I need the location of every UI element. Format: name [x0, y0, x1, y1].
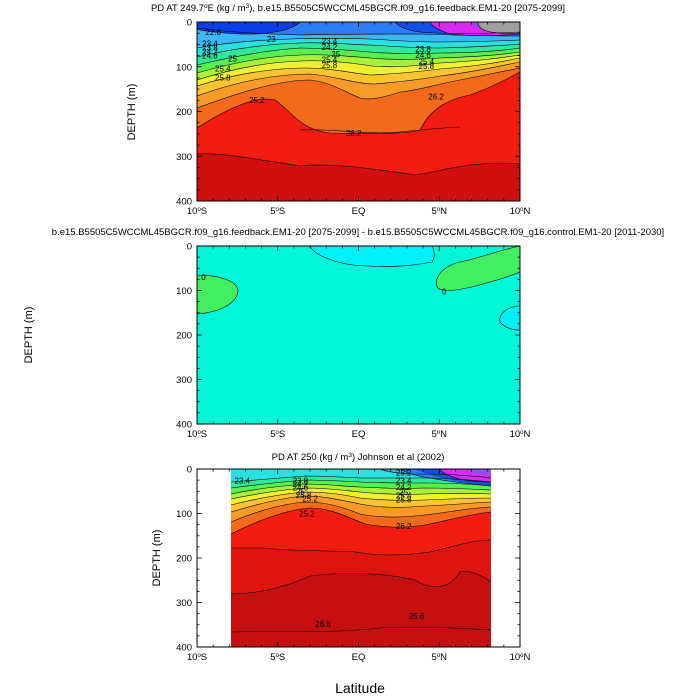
y-tick-label: 100 [176, 286, 192, 297]
contour-label: 24.2 [322, 43, 338, 52]
x-tick-label: 5oN [431, 652, 447, 663]
contour-label: 23.4 [396, 477, 412, 486]
y-tick-label: 0 [187, 18, 192, 29]
contour-label: 23 [267, 35, 276, 44]
y-tick-label: 100 [176, 509, 192, 520]
contour-label: 25 [331, 50, 340, 59]
panel-1-contour-lines [197, 22, 520, 176]
contour-label: 24.2 [202, 48, 218, 57]
contour-label: 25.6 [409, 612, 425, 621]
panel-1-ticks: 10oS 5oS EQ 5oN 10oN 0 100 200 300 400 [176, 18, 530, 218]
contour-label: 25.4 [322, 56, 338, 65]
panel-1: PD AT 249.7oE (kg / m3), b.e15.B5505C5WC… [126, 3, 565, 217]
y-tick-label: 200 [176, 331, 192, 342]
contour-label: 23.4 [202, 39, 218, 48]
panel-3-contour-lines [230, 469, 492, 633]
panel-3-ticks: 10oS 5oS EQ 5oN 10oN 0 100 200 300 400 [176, 465, 530, 664]
x-tick-label: EQ [352, 652, 366, 663]
x-tick-label: 5oN [431, 206, 447, 217]
x-tick-label: 10oN [510, 206, 531, 217]
contour-label: 24.6 [415, 51, 431, 60]
diff-positive-left [197, 275, 238, 314]
panel-3-contour-fill: 23.4 23.824.224.62525.825.225.223.424.225… [197, 469, 520, 647]
x-tick-label: 10oN [510, 652, 531, 663]
obs-data-region [230, 469, 492, 647]
x-tick-label: 10oS [187, 429, 207, 440]
contour-label: 25.8 [215, 73, 231, 82]
contour-label: 25.8 [419, 62, 435, 71]
y-tick-label: 100 [176, 62, 192, 73]
contour-label: 25 [296, 487, 305, 496]
contour-label: 25.4 [396, 492, 412, 501]
x-axis-label: Latitude [335, 680, 385, 696]
contour-label: 26.2 [428, 92, 444, 101]
contour-label: 23.8 [202, 44, 218, 53]
contour-label: 0 [201, 273, 206, 282]
contour-label: 26.8 [315, 620, 331, 629]
panel-2-contour-fill: 00 [197, 246, 520, 424]
contour-label: 25.2 [396, 469, 412, 478]
x-tick-label: 10oS [187, 652, 207, 663]
y-tick-label: 300 [176, 152, 192, 163]
panel-3: PD AT 250 (kg / m3) Johnson et al (2002) [151, 452, 531, 663]
x-tick-label: 5oS [270, 429, 285, 440]
panel-2: b.e15.B5505C5WCCML45BGCR.f09_g16.feedbac… [23, 227, 664, 440]
y-tick-label: 0 [187, 465, 192, 476]
y-tick-label: 0 [187, 242, 192, 253]
contour-label: 22.6 [205, 28, 221, 37]
diff-negative-top [310, 246, 435, 267]
panel-3-title: PD AT 250 (kg / m3) Johnson et al (2002) [272, 452, 445, 463]
panel-3-contour-labels: 23.4 23.824.224.62525.825.225.223.424.225… [234, 469, 425, 629]
x-tick-label: 10oS [187, 206, 207, 217]
band-gray [478, 22, 520, 34]
contour-label: 24.6 [293, 484, 309, 493]
contour-label: 26.2 [396, 522, 412, 531]
contour-label: 26.2 [346, 129, 362, 138]
contour-label: 25.2 [302, 494, 318, 503]
panel-2-contour-labels: 00 [201, 273, 447, 296]
contour-label: 24.2 [293, 480, 309, 489]
x-tick-label: EQ [352, 429, 366, 440]
contour-label: 23.8 [415, 45, 431, 54]
y-tick-label: 200 [176, 107, 192, 118]
y-tick-label: 300 [176, 375, 192, 386]
contour-label: 23.4 [322, 37, 338, 46]
panel-3-ylabel: DEPTH (m) [151, 530, 163, 587]
panel-2-ticks: 10oS 5oS EQ 5oN 10oN 0 100 200 300 400 [176, 242, 530, 441]
y-tick-label: 200 [176, 554, 192, 565]
contour-label: 24.6 [202, 52, 218, 61]
y-tick-label: 300 [176, 598, 192, 609]
contour-label: 25.8 [296, 491, 312, 500]
contour-label: 25.4 [215, 65, 231, 74]
contour-label: 24.2 [396, 483, 412, 492]
x-tick-label: 5oS [270, 652, 285, 663]
contour-label: 23.8 [293, 477, 309, 486]
contour-label: 25.8 [396, 495, 412, 504]
x-tick-label: 10oN [510, 429, 531, 440]
y-tick-label: 400 [176, 197, 192, 208]
panel-2-contour-lines [197, 246, 520, 331]
panel-2-title: b.e15.B5505C5WCCML45BGCR.f09_g16.feedbac… [52, 227, 664, 238]
contour-label: 25 [399, 488, 408, 497]
contour-label: 25.2 [299, 510, 315, 519]
contour-label: 0 [442, 287, 447, 296]
panel-1-ylabel: DEPTH (m) [126, 84, 138, 141]
x-tick-label: 5oS [270, 206, 285, 217]
y-tick-label: 400 [176, 643, 192, 654]
contour-label: 25 [228, 55, 237, 64]
contour-label: 25.2 [249, 96, 265, 105]
panel-2-ylabel: DEPTH (m) [23, 307, 35, 364]
contour-label: 25.8 [322, 61, 338, 70]
contour-label: 25.4 [419, 57, 435, 66]
y-tick-label: 400 [176, 420, 192, 431]
contour-label: 23.4 [234, 477, 250, 486]
x-tick-label: 5oN [431, 429, 447, 440]
panel-1-title: PD AT 249.7oE (kg / m3), b.e15.B5505C5WC… [151, 3, 565, 14]
diff-negative-right [499, 306, 520, 330]
x-tick-label: EQ [352, 206, 366, 217]
